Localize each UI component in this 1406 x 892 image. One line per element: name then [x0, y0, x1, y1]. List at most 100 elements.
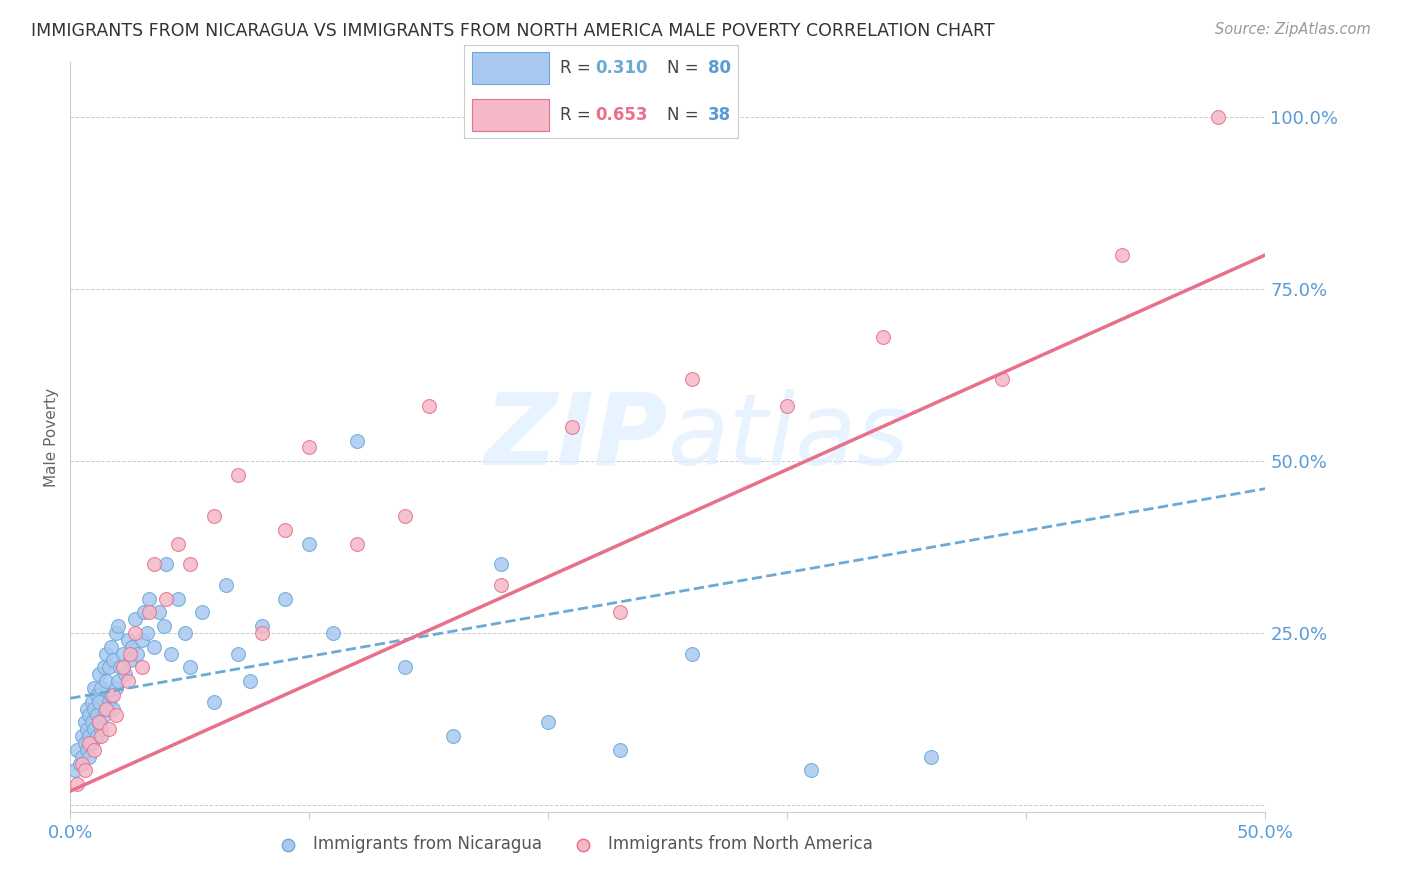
Point	[79, 708, 101, 723]
Text: IMMIGRANTS FROM NICARAGUA VS IMMIGRANTS FROM NORTH AMERICA MALE POVERTY CORRELAT: IMMIGRANTS FROM NICARAGUA VS IMMIGRANTS …	[31, 22, 994, 40]
Point	[1206, 111, 1229, 125]
Point	[346, 536, 368, 550]
Point	[76, 723, 98, 737]
Point	[1111, 248, 1133, 262]
Point	[120, 653, 141, 667]
Point	[179, 558, 201, 572]
Point	[83, 723, 105, 737]
Point	[83, 681, 105, 695]
Point	[134, 606, 156, 620]
Point	[166, 591, 188, 606]
Point	[609, 743, 631, 757]
Point	[131, 632, 153, 647]
Point	[73, 764, 96, 778]
Point	[86, 729, 108, 743]
Point	[103, 653, 125, 667]
Point	[202, 509, 225, 524]
Point	[70, 729, 93, 743]
Point	[561, 419, 583, 434]
Point	[104, 708, 127, 723]
Text: N =: N =	[666, 59, 704, 77]
Point	[107, 619, 129, 633]
Point	[97, 723, 120, 737]
Point	[87, 667, 110, 681]
Point	[90, 729, 112, 743]
Point	[104, 681, 127, 695]
Point	[441, 729, 464, 743]
Point	[121, 640, 143, 654]
Point	[418, 399, 440, 413]
Point	[103, 688, 125, 702]
Point	[155, 558, 177, 572]
Point	[87, 715, 110, 730]
Point	[120, 647, 141, 661]
Point	[93, 660, 115, 674]
Point	[80, 695, 103, 709]
Bar	[472, 52, 548, 84]
Point	[111, 647, 134, 661]
Point	[394, 660, 416, 674]
Point	[681, 371, 703, 385]
Point	[346, 434, 368, 448]
Point	[131, 660, 153, 674]
Point	[90, 681, 112, 695]
Point	[107, 674, 129, 689]
Point	[800, 764, 823, 778]
Point	[124, 626, 146, 640]
Text: R =: R =	[560, 106, 596, 124]
Text: 80: 80	[709, 59, 731, 77]
Point	[250, 619, 273, 633]
Point	[148, 606, 170, 620]
Point	[127, 647, 149, 661]
Point	[179, 660, 201, 674]
Point	[83, 701, 105, 715]
Point	[226, 647, 249, 661]
Point	[537, 715, 560, 730]
Point	[117, 632, 139, 647]
Point	[226, 467, 249, 482]
Point	[86, 688, 108, 702]
Point	[79, 736, 101, 750]
Point	[776, 399, 799, 413]
Point	[114, 667, 136, 681]
Point	[90, 723, 112, 737]
Point	[872, 330, 894, 344]
Point	[298, 441, 321, 455]
Point	[143, 640, 166, 654]
Point	[920, 749, 942, 764]
Point	[80, 715, 103, 730]
Point	[239, 674, 262, 689]
Point	[191, 606, 214, 620]
Text: N =: N =	[666, 106, 704, 124]
Point	[111, 660, 134, 674]
Point	[83, 743, 105, 757]
Point	[124, 612, 146, 626]
Point	[394, 509, 416, 524]
Legend: Immigrants from Nicaragua, Immigrants from North America: Immigrants from Nicaragua, Immigrants fr…	[264, 829, 880, 860]
Point	[66, 743, 89, 757]
Point	[63, 764, 86, 778]
Point	[76, 701, 98, 715]
Point	[70, 756, 93, 771]
Point	[991, 371, 1014, 385]
Point	[681, 647, 703, 661]
Text: 0.653: 0.653	[596, 106, 648, 124]
Point	[159, 647, 181, 661]
Point	[174, 626, 197, 640]
Point	[70, 749, 93, 764]
Point	[100, 640, 122, 654]
Point	[274, 591, 297, 606]
Point	[79, 729, 101, 743]
Point	[73, 736, 96, 750]
Point	[104, 626, 127, 640]
Point	[79, 749, 101, 764]
Point	[103, 701, 125, 715]
Point	[489, 558, 512, 572]
Text: 38: 38	[709, 106, 731, 124]
Text: atlas: atlas	[668, 389, 910, 485]
Point	[97, 660, 120, 674]
Point	[152, 619, 174, 633]
Point	[155, 591, 177, 606]
Point	[87, 695, 110, 709]
Point	[96, 674, 117, 689]
